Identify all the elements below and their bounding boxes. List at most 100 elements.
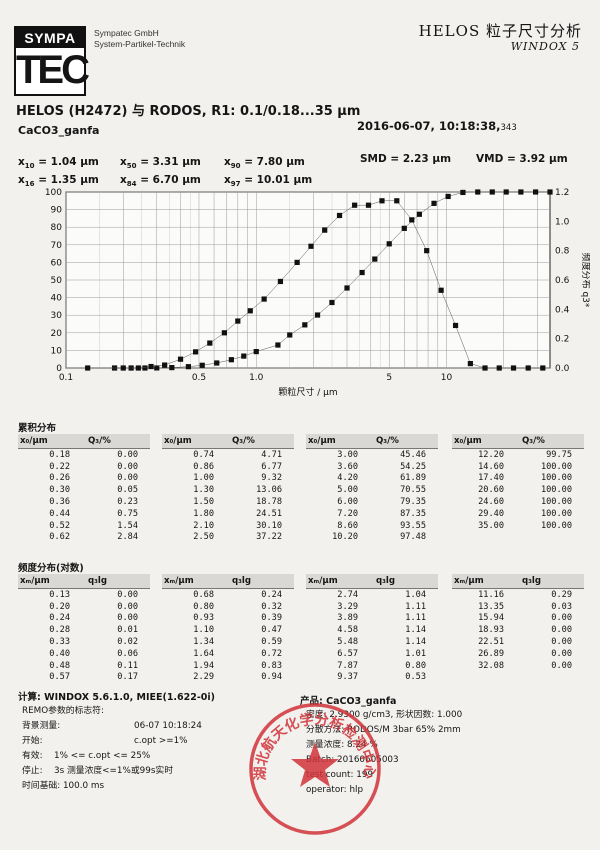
cell-x: 0.30	[49, 485, 70, 496]
cell-q: 0.32	[261, 601, 282, 612]
frequency-point	[235, 318, 241, 324]
cell-q: 1.11	[405, 613, 426, 624]
cell-q: 1.14	[405, 637, 426, 648]
cell-x: 1.00	[193, 473, 214, 484]
cell-q: 0.00	[117, 601, 138, 612]
cumulative-point	[241, 353, 247, 359]
cell-x: 22.51	[478, 637, 504, 648]
frequency-point	[308, 243, 314, 249]
cumulative-point	[253, 348, 259, 355]
cell-x: 0.20	[49, 601, 70, 612]
y-tick-label-right: 0.6	[555, 276, 570, 286]
cell-q: 45.46	[400, 449, 426, 460]
table-row: 1.30 13.06	[162, 484, 294, 496]
seal-ring	[249, 703, 381, 835]
table-row: 4.58 1.14	[306, 624, 438, 636]
x-tick-label: 5	[386, 373, 392, 383]
cell-q: 0.39	[261, 613, 282, 624]
table-row: 0.36 0.23	[18, 496, 150, 508]
cell-q: 0.00	[117, 449, 138, 460]
col-header-x: xₘ/µm	[18, 574, 86, 589]
cell-x: 20.60	[478, 485, 504, 496]
cell-x: 9.37	[337, 672, 358, 683]
cell-q: 0.53	[405, 672, 426, 683]
table-row: 18.93 0.00	[452, 624, 584, 636]
cell-x: 3.89	[337, 613, 358, 624]
col-header-x: xₘ/µm	[452, 574, 520, 589]
table-row: 6.00 79.35	[306, 496, 438, 508]
cell-x: 5.00	[337, 485, 358, 496]
frequency-point	[221, 330, 227, 336]
cell-q: 4.71	[261, 449, 282, 460]
cumulative-title: 累积分布	[18, 423, 57, 434]
cell-x: 1.10	[193, 625, 214, 636]
cumulative-point	[489, 189, 495, 195]
cell-x: 3.60	[337, 461, 358, 472]
table-row: 1.64 0.72	[162, 648, 294, 660]
cell-x: 0.80	[193, 601, 214, 612]
table-row: 1.94 0.83	[162, 660, 294, 672]
table-row: 0.22 0.00	[18, 461, 150, 473]
valid-value: 1% <= c.opt <= 25%	[54, 751, 151, 761]
y-tick-label-left: 40	[51, 294, 63, 304]
cell-q: 0.47	[261, 625, 282, 636]
density: 密度: 2.9300 g/cm3, 形状因数: 1.000	[306, 710, 463, 720]
measure-conc: 测量浓度: 8.24 %	[306, 740, 378, 750]
col-header-q: Q₃/%	[86, 434, 150, 449]
cell-x: 10.20	[332, 532, 358, 543]
cell-x: 26.89	[478, 648, 504, 659]
cell-q: 99.75	[546, 449, 572, 460]
cell-q: 100.00	[540, 520, 572, 531]
software-name: WINDOX 5	[510, 40, 580, 53]
cell-x: 5.48	[337, 637, 358, 648]
stat-vmd: VMD = 3.92 µm	[476, 153, 568, 165]
table-row: 1.34 0.59	[162, 636, 294, 648]
cell-q: 97.48	[400, 532, 426, 543]
cell-q: 93.55	[400, 520, 426, 531]
cell-x: 1.50	[193, 497, 214, 508]
table-row: 0.44 0.75	[18, 508, 150, 520]
table-row: 20.60 100.00	[452, 484, 584, 496]
y-tick-label-left: 70	[51, 241, 63, 251]
cell-q: 0.59	[261, 637, 282, 648]
cumulative-point	[287, 332, 293, 338]
table-row: 1.50 18.78	[162, 496, 294, 508]
cumulative-point	[329, 299, 335, 306]
cell-q: 0.00	[117, 613, 138, 624]
table-row: 0.24 0.00	[18, 613, 150, 625]
col-header-x: x₀/µm	[162, 434, 230, 449]
frequency-point	[438, 287, 444, 293]
cell-q: 1.54	[117, 520, 138, 531]
stop-value: 3s 测量浓度<=1%或99s实时	[54, 766, 174, 776]
valid-label: 有效:	[22, 751, 43, 761]
table-row: 2.50 37.22	[162, 532, 294, 544]
cell-q: 54.25	[400, 461, 426, 472]
stat-x10: x10 = 1.04 µm	[18, 156, 99, 171]
cell-q: 87.35	[400, 508, 426, 519]
cell-x: 0.68	[193, 589, 214, 600]
cell-q: 0.00	[551, 613, 572, 624]
frequency-point	[482, 365, 488, 371]
cell-q: 70.55	[400, 485, 426, 496]
cell-q: 1.04	[405, 589, 426, 600]
stat-x50: x50 = 3.31 µm	[120, 156, 201, 171]
frequency-point	[510, 365, 517, 371]
table-row: 4.20 61.89	[306, 473, 438, 485]
cell-x: 35.00	[478, 520, 504, 531]
y-tick-label-left: 90	[51, 206, 63, 216]
table-row: 32.08 0.00	[452, 660, 584, 672]
cell-x: 17.40	[478, 473, 504, 484]
table-row: 6.57 1.01	[306, 648, 438, 660]
stat-x90-value: = 7.80 µm	[244, 156, 305, 168]
col-header-q: Q₃/%	[374, 434, 438, 449]
cumulative-point	[460, 189, 466, 196]
cell-q: 0.24	[261, 589, 282, 600]
stat-x16: x16 = 1.35 µm	[18, 174, 99, 189]
cumulative-point	[359, 269, 365, 276]
frequency-point	[177, 356, 184, 362]
cumulative-table: x₀/µm Q₃/% 0.74 4.71 0.86 6.77 1.00 9.32 1.30 13.…	[162, 434, 294, 543]
table-row: 0.30 0.05	[18, 484, 150, 496]
seal-svg: 湖北航天化学分析检测中心	[249, 703, 381, 835]
cell-x: 8.60	[337, 520, 358, 531]
cell-q: 2.84	[117, 532, 138, 543]
